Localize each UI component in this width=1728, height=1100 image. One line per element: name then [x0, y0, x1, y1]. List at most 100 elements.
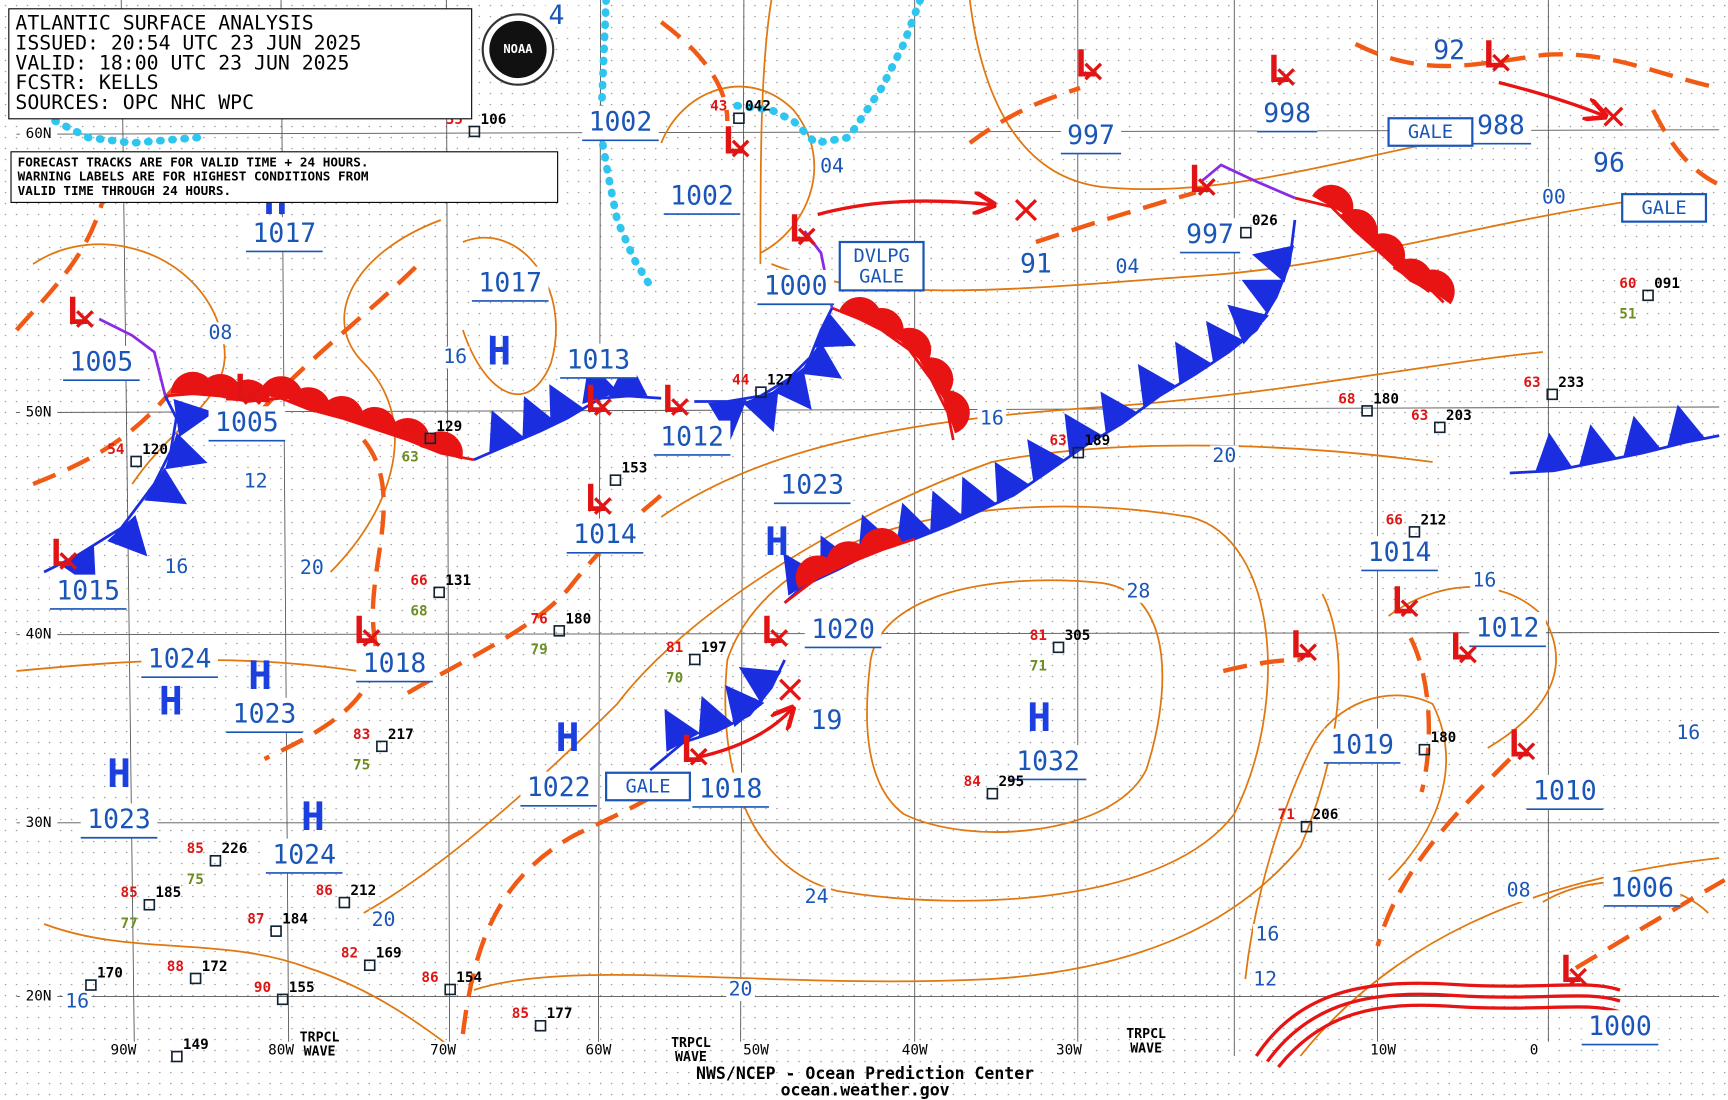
isobar-label: 12: [1253, 968, 1277, 991]
station-dewpoint: 70: [666, 671, 683, 687]
isobar-label-bg: [1586, 152, 1632, 175]
label-bg: [1603, 871, 1681, 906]
label-bg: [653, 420, 731, 455]
label-bg: [356, 647, 433, 682]
low-x: [671, 398, 689, 416]
station: [1408, 526, 1421, 538]
station-pressure: 233: [1558, 375, 1584, 391]
lat-label-bg: [19, 125, 58, 143]
low-x: [1084, 62, 1103, 81]
ice-edge: [723, 0, 925, 148]
station-temp: 60: [1619, 276, 1636, 292]
station-pressure: 189: [1084, 433, 1110, 449]
isobar-label-bg: [804, 710, 849, 733]
pressure-label: 1023: [87, 804, 151, 835]
isobar-label-bg: [802, 886, 831, 909]
latitude-label: 50N: [26, 405, 52, 421]
label-bg: [208, 406, 286, 441]
lon-label-bg: [894, 1041, 935, 1060]
lat-label-bg: [19, 403, 58, 422]
station-temp: 87: [247, 912, 264, 928]
isobar-label: 08: [208, 321, 232, 344]
note-box: [10, 151, 559, 203]
isobar-label: 12: [244, 469, 268, 492]
tropical-wave: WAVE: [675, 1050, 707, 1065]
lat-label-bg: [19, 814, 58, 832]
high-center: H: [487, 329, 511, 375]
station: [444, 983, 456, 996]
low-x: [1459, 645, 1477, 664]
low-x: [1492, 53, 1510, 72]
footer-line: ocean.weather.gov: [781, 1081, 950, 1100]
station-temp: 63: [1050, 433, 1067, 449]
pressure-label: 1005: [70, 347, 134, 378]
isobar-label: 20: [372, 908, 396, 931]
station-pressure: 185: [155, 885, 181, 901]
label-bg: [663, 179, 741, 215]
low-x: [593, 497, 612, 515]
label-bg: [692, 772, 769, 807]
station: [553, 625, 566, 637]
pressure-label: 1012: [1476, 613, 1540, 644]
label-bg: [560, 343, 637, 378]
pressure-label: 1002: [670, 180, 734, 211]
pressure-label: 988: [1477, 110, 1525, 141]
low-x: [59, 552, 78, 570]
isobar-label-bg: [1250, 969, 1280, 992]
station: [189, 972, 202, 985]
station-dewpoint: 63: [402, 450, 419, 466]
label-bg: [1257, 97, 1318, 132]
lon-label-bg: [423, 1041, 463, 1060]
isobar-label: 20: [729, 978, 753, 1001]
pressure-label: 1014: [1368, 537, 1432, 568]
pressure-label: 997: [1186, 219, 1234, 250]
station-pressure: 154: [456, 970, 482, 986]
station-pressure: 177: [547, 1006, 573, 1022]
ice-edge: [51, 117, 203, 147]
station-pressure: 172: [202, 959, 228, 975]
station-pressure: 212: [1421, 512, 1447, 528]
pressure-label: 1005: [215, 407, 279, 438]
station-pressure: 106: [480, 112, 506, 128]
station: [276, 993, 289, 1006]
label-bg: [1361, 536, 1438, 571]
station: [1642, 289, 1654, 302]
isobar-label: 16: [65, 990, 89, 1013]
high-center: H: [765, 519, 789, 565]
label-bg: [1009, 745, 1087, 780]
tracks: [699, 80, 1624, 759]
warning-text: GALE: [625, 777, 670, 798]
pressure-label: 1006: [1610, 872, 1674, 903]
pressure-label: 1018: [699, 773, 763, 804]
tropical-wave: TRPCL: [671, 1036, 711, 1051]
longitude-label: 50W: [743, 1043, 769, 1059]
low-x: [1277, 68, 1295, 86]
header-line: FCSTR: KELLS: [15, 71, 158, 94]
note: FORECAST TRACKS ARE FOR VALID TIME + 24 …: [18, 154, 369, 198]
station-pressure: 169: [376, 946, 402, 962]
station-temp: 88: [167, 959, 184, 975]
low-x: [1299, 643, 1318, 662]
longitude-label: 0: [1530, 1043, 1539, 1059]
station: [1300, 820, 1313, 833]
station-pressure: 212: [350, 883, 376, 899]
footer: NWS/NCEP - Ocean Prediction Centerocean.…: [696, 1064, 1034, 1099]
station: [209, 854, 222, 867]
station-pressure: 180: [565, 611, 591, 627]
station: [1361, 405, 1373, 417]
isobar-label: 4: [549, 0, 565, 31]
station-temp: 66: [410, 573, 427, 589]
label-bg: [141, 642, 218, 678]
low-x: [243, 387, 262, 405]
station: [424, 432, 437, 445]
lon-label-bg: [1514, 1041, 1554, 1060]
header-line: SOURCES: OPC NHC WPC: [15, 91, 254, 114]
isobar-label: 04: [1115, 255, 1139, 278]
low-x: [1517, 742, 1536, 761]
station-pressure: 217: [388, 727, 414, 743]
isobar-label-bg: [1470, 569, 1499, 592]
warning-box: [1387, 117, 1474, 147]
label-bg: [1470, 109, 1532, 144]
label-bg: [757, 269, 834, 305]
